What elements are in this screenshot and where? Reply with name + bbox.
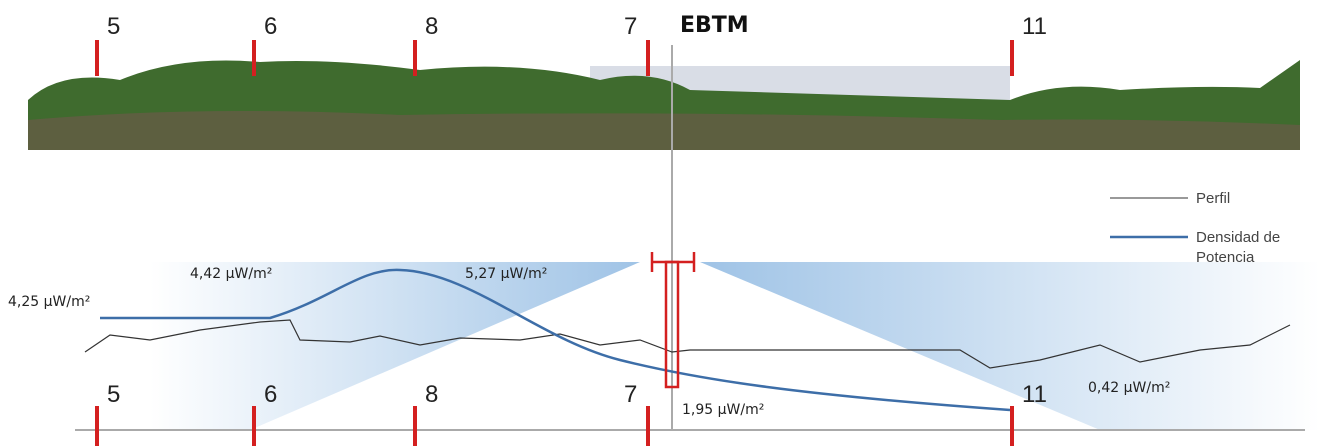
density-label: 5,27 µW/m² <box>465 266 547 282</box>
density-label: 0,42 µW/m² <box>1088 380 1170 396</box>
bottom-marker-label: 8 <box>425 381 438 408</box>
antenna <box>650 252 696 389</box>
bottom-marker-label: 5 <box>107 381 120 408</box>
density-label: 4,42 µW/m² <box>190 266 272 282</box>
coverage-right <box>700 262 1320 430</box>
panorama <box>28 60 1300 150</box>
top-marker-label: 11 <box>1022 13 1047 40</box>
bottom-marker-label: 11 <box>1022 381 1047 408</box>
legend-profile: Perfil <box>1196 190 1230 207</box>
top-marker-label: 6 <box>264 13 277 40</box>
legend-density: Densidad de <box>1196 229 1280 246</box>
density-curve <box>100 268 1011 412</box>
density-label: 4,25 µW/m² <box>8 294 90 310</box>
coverage-left <box>150 262 640 430</box>
station-label: EBTM <box>680 13 749 38</box>
profile-line <box>84 319 1291 369</box>
bottom-marker-label: 7 <box>624 381 637 408</box>
density-label: 1,95 µW/m² <box>682 402 764 418</box>
bottom-marker-label: 6 <box>264 381 277 408</box>
legend-density: Potencia <box>1196 249 1255 266</box>
top-marker-label: 7 <box>624 13 637 40</box>
top-marker-label: 8 <box>425 13 438 40</box>
top-marker-label: 5 <box>107 13 120 40</box>
